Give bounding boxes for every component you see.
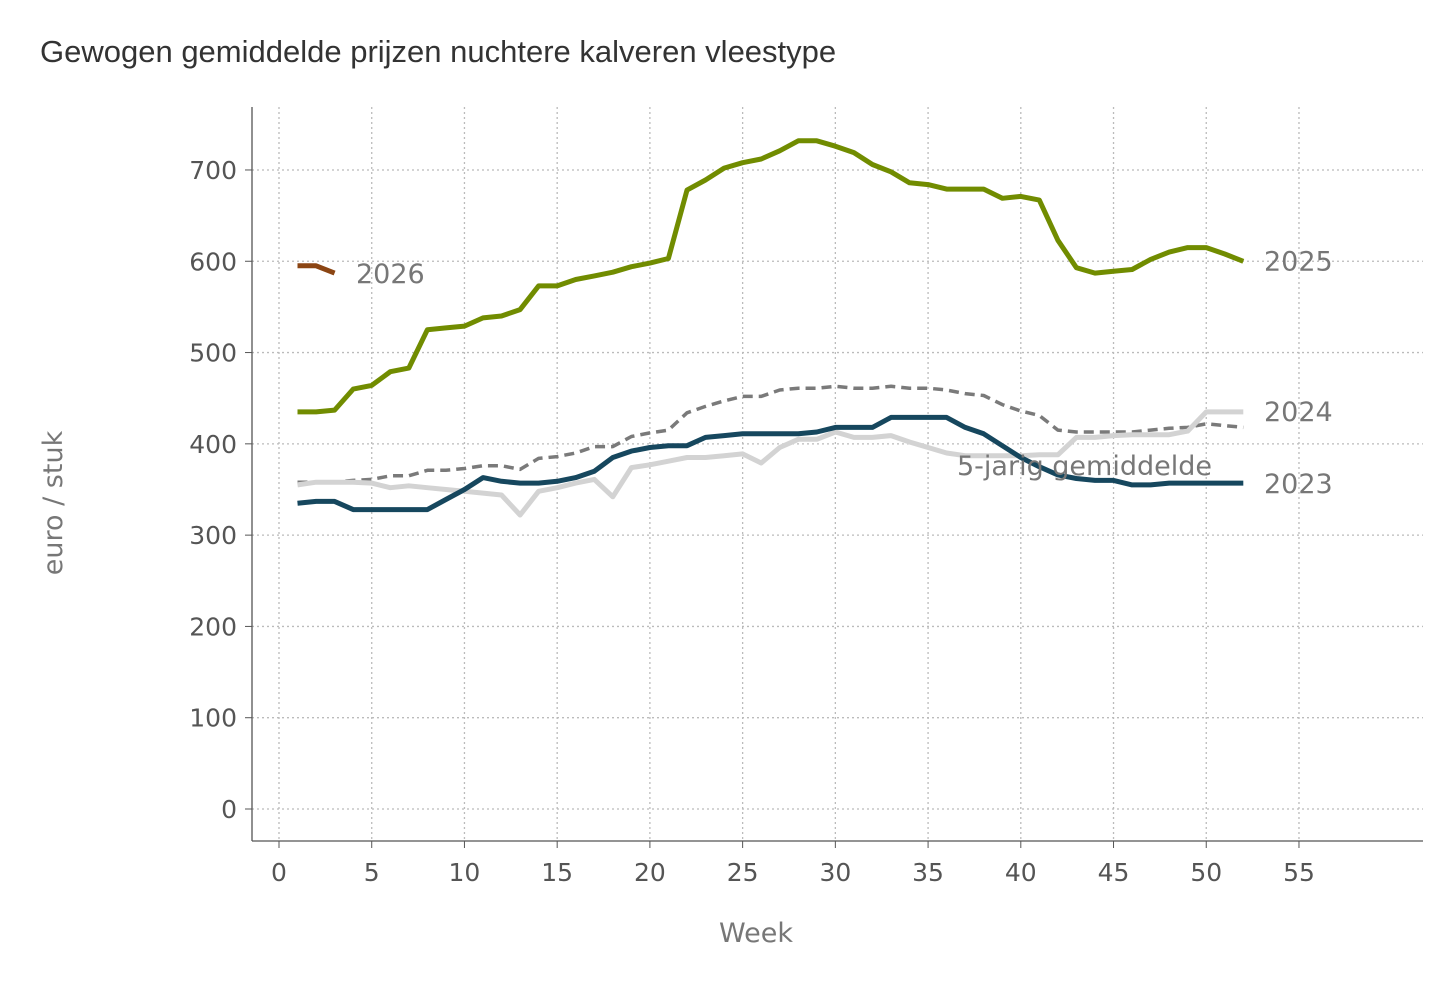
- x-tick-label: 15: [541, 858, 573, 887]
- series-label-2024: 2024: [1264, 397, 1333, 428]
- series-label-5-jarig-gemiddelde: 5-jarig gemiddelde: [957, 451, 1212, 482]
- series-label-2025: 2025: [1264, 246, 1333, 277]
- y-tick-label: 500: [189, 339, 237, 368]
- y-axis-label: euro / stuk: [38, 430, 69, 575]
- x-tick-label: 0: [271, 858, 287, 887]
- x-tick-label: 45: [1098, 858, 1130, 887]
- y-tick-label: 400: [189, 430, 237, 459]
- series-line-2024: [297, 409, 1244, 518]
- x-tick-label: 20: [634, 858, 666, 887]
- chart-title: Gewogen gemiddelde prijzen nuchtere kalv…: [40, 34, 837, 69]
- y-tick-label: 100: [189, 704, 237, 733]
- x-tick-label: 55: [1283, 858, 1315, 887]
- y-tick-label: 0: [221, 795, 237, 824]
- series-line-5-jarig-gemiddelde: [297, 384, 1244, 484]
- series-label-2026: 2026: [356, 259, 425, 290]
- x-tick-label: 5: [364, 858, 380, 887]
- x-tick-label: 10: [449, 858, 481, 887]
- y-tick-label: 300: [189, 521, 237, 550]
- y-tick-label: 700: [189, 156, 237, 185]
- x-tick-label: 40: [1005, 858, 1037, 887]
- series-line-2026: [297, 263, 336, 276]
- x-axis-label: Week: [719, 918, 793, 949]
- series-line-2025: [297, 138, 1245, 415]
- y-tick-label: 200: [189, 612, 237, 641]
- x-tick-label: 50: [1190, 858, 1222, 887]
- y-tick-label: 600: [189, 247, 237, 276]
- series-line-2023: [297, 414, 1244, 513]
- series-label-2023: 2023: [1264, 469, 1333, 500]
- x-tick-label: 35: [912, 858, 944, 887]
- x-tick-label: 30: [819, 858, 851, 887]
- x-tick-label: 25: [727, 858, 759, 887]
